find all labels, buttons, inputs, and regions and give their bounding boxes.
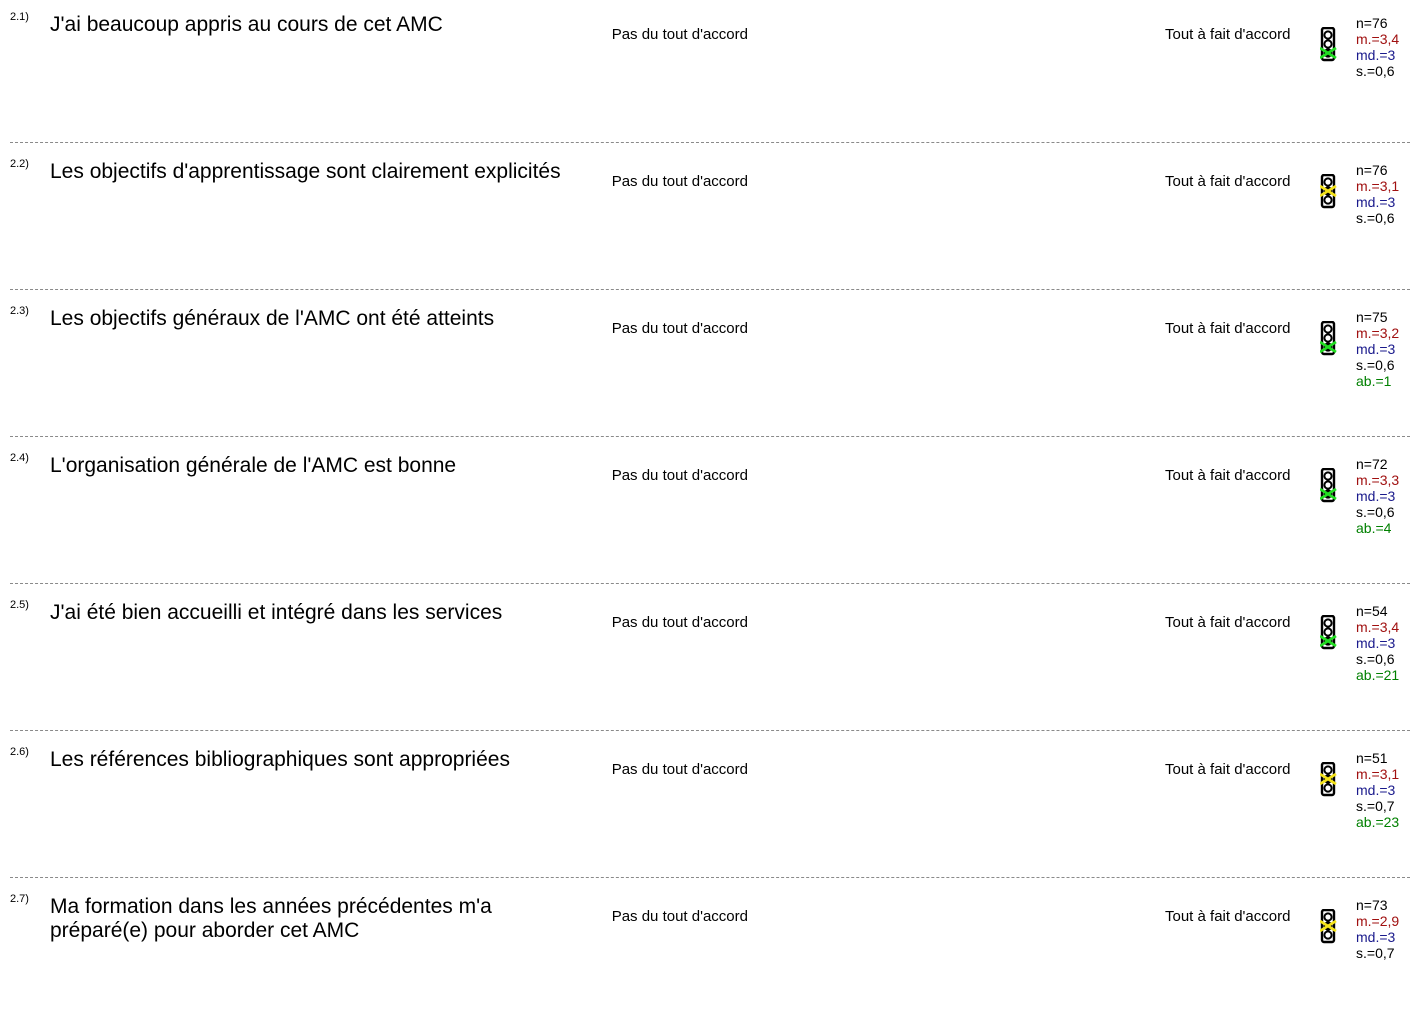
- stat-sd: s.=0,6: [1356, 357, 1395, 373]
- question-text: Ma formation dans les années précédentes…: [50, 895, 492, 942]
- stat-n: n=72: [1356, 456, 1388, 472]
- stat-n: n=76: [1356, 15, 1388, 31]
- stats-block: n=75 m.=3,2 md.=3 s.=0,6 ab.=1: [1356, 309, 1399, 389]
- scale-left-label: Pas du tout d'accord: [611, 908, 748, 925]
- signal-mark: [1319, 634, 1337, 648]
- question-text: Les références bibliographiques sont app…: [50, 748, 510, 771]
- scale-left-label: Pas du tout d'accord: [611, 614, 748, 631]
- signal-mark: [1319, 340, 1337, 354]
- question-number: 2.6): [10, 746, 29, 758]
- question-row: 2.4) L'organisation générale de l'AMC est…: [0, 436, 1415, 588]
- stat-mean: m.=3,4: [1356, 619, 1400, 635]
- traffic-light-icon: [1319, 761, 1342, 811]
- stat-sd: s.=0,6: [1356, 651, 1395, 667]
- stat-median: md.=3: [1356, 782, 1396, 798]
- scale-left-label: Pas du tout d'accord: [611, 467, 748, 484]
- stats-block: n=72 m.=3,3 md.=3 s.=0,6 ab.=4: [1356, 456, 1399, 536]
- question-number: 2.4): [10, 452, 29, 464]
- stats-block: n=76 m.=3,1 md.=3 s.=0,6: [1356, 162, 1399, 242]
- scale-right-label: Tout à fait d'accord: [1165, 761, 1291, 778]
- scale-right-label: Tout à fait d'accord: [1165, 908, 1291, 925]
- scale-right-label: Tout à fait d'accord: [1165, 173, 1291, 190]
- stat-abstentions: [1356, 961, 1399, 977]
- signal-mark: [1319, 184, 1337, 198]
- row-separator: [10, 583, 1410, 584]
- question-row: 2.1) J'ai beaucoup appris au cours de cet…: [0, 0, 1415, 147]
- stat-mean: m.=3,3: [1356, 472, 1400, 488]
- stat-mean: m.=3,1: [1356, 178, 1400, 194]
- question-number: 2.1): [10, 11, 29, 23]
- question-number: 2.5): [10, 599, 29, 611]
- signal-mark: [1319, 487, 1337, 501]
- stat-abstentions: ab.=4: [1356, 520, 1392, 536]
- traffic-light-icon: [1319, 908, 1342, 958]
- question-row: 2.6) Les références bibliographiques sont…: [0, 730, 1415, 882]
- stats-block: n=51 m.=3,1 md.=3 s.=0,7 ab.=23: [1356, 750, 1399, 830]
- stat-abstentions: ab.=21: [1356, 667, 1400, 683]
- traffic-light-icon: [1319, 320, 1342, 370]
- scale-right-label: Tout à fait d'accord: [1165, 614, 1291, 631]
- question-number: 2.2): [10, 158, 29, 170]
- scale-right-label: Tout à fait d'accord: [1165, 320, 1291, 337]
- stat-n: n=51: [1356, 750, 1388, 766]
- stat-median: md.=3: [1356, 341, 1396, 357]
- stat-n: n=75: [1356, 309, 1388, 325]
- stat-sd: s.=0,6: [1356, 210, 1395, 226]
- question-text: J'ai été bien accueilli et intégré dans …: [50, 601, 503, 624]
- stat-abstentions: [1356, 79, 1399, 95]
- row-separator: [10, 877, 1410, 878]
- stats-block: n=73 m.=2,9 md.=3 s.=0,7: [1356, 897, 1399, 977]
- stats-block: n=76 m.=3,4 md.=3 s.=0,6: [1356, 15, 1399, 95]
- question-text: Les objectifs d'apprentissage sont clair…: [50, 160, 561, 183]
- scale-left-label: Pas du tout d'accord: [611, 173, 748, 190]
- row-separator: [10, 142, 1410, 143]
- stat-mean: m.=2,9: [1356, 913, 1400, 929]
- traffic-light-icon: [1319, 26, 1342, 76]
- question-text: L'organisation générale de l'AMC est bon…: [50, 454, 457, 477]
- stat-abstentions: [1356, 226, 1399, 242]
- traffic-light-icon: [1319, 173, 1342, 223]
- stat-n: n=76: [1356, 162, 1388, 178]
- stat-n: n=73: [1356, 897, 1388, 913]
- stat-sd: s.=0,6: [1356, 63, 1395, 79]
- stat-median: md.=3: [1356, 194, 1396, 210]
- question-number: 2.7): [10, 893, 29, 905]
- scale-left-label: Pas du tout d'accord: [611, 26, 748, 43]
- signal-mark: [1319, 772, 1337, 786]
- stat-sd: s.=0,6: [1356, 504, 1395, 520]
- stat-median: md.=3: [1356, 929, 1396, 945]
- stat-sd: s.=0,7: [1356, 945, 1395, 961]
- question-number: 2.3): [10, 305, 29, 317]
- scale-right-label: Tout à fait d'accord: [1165, 467, 1291, 484]
- stat-sd: s.=0,7: [1356, 798, 1395, 814]
- scale-left-label: Pas du tout d'accord: [611, 761, 748, 778]
- traffic-light-icon: [1319, 467, 1342, 517]
- scale-right-label: Tout à fait d'accord: [1165, 26, 1291, 43]
- question-text: J'ai beaucoup appris au cours de cet AMC: [50, 13, 443, 36]
- scale-left-label: Pas du tout d'accord: [611, 320, 748, 337]
- row-separator: [10, 730, 1410, 731]
- stat-median: md.=3: [1356, 635, 1396, 651]
- stat-mean: m.=3,2: [1356, 325, 1400, 341]
- question-row: 2.2) Les objectifs d'apprentissage sont c…: [0, 142, 1415, 294]
- signal-mark: [1319, 46, 1337, 60]
- question-row: 2.7) Ma formation dans les années précéde…: [0, 877, 1415, 1029]
- question-text: Les objectifs généraux de l'AMC ont été …: [50, 307, 495, 330]
- row-separator: [10, 436, 1410, 437]
- stat-abstentions: ab.=23: [1356, 814, 1400, 830]
- stat-median: md.=3: [1356, 488, 1396, 504]
- stat-median: md.=3: [1356, 47, 1396, 63]
- stats-block: n=54 m.=3,4 md.=3 s.=0,6 ab.=21: [1356, 603, 1399, 683]
- stat-abstentions: ab.=1: [1356, 373, 1392, 389]
- stat-n: n=54: [1356, 603, 1388, 619]
- traffic-light-icon: [1319, 614, 1342, 664]
- stat-mean: m.=3,4: [1356, 31, 1400, 47]
- signal-mark: [1319, 919, 1337, 933]
- question-row: 2.3) Les objectifs généraux de l'AMC ont …: [0, 289, 1415, 441]
- question-row: 2.5) J'ai été bien accueilli et intégré d…: [0, 583, 1415, 735]
- stat-mean: m.=3,1: [1356, 766, 1400, 782]
- row-separator: [10, 289, 1410, 290]
